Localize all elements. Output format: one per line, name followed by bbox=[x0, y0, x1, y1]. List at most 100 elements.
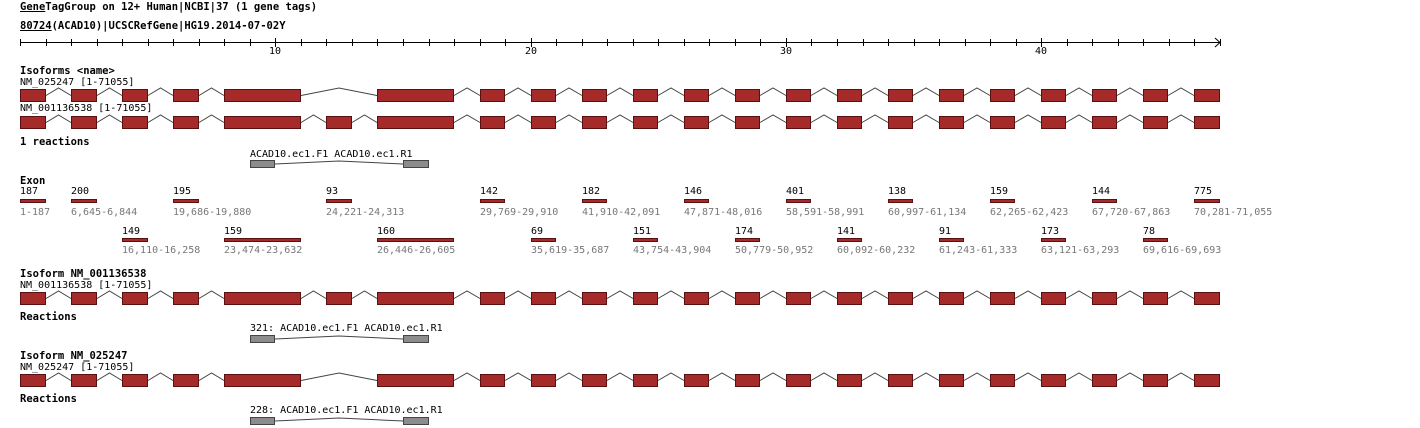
nm-025247-exon[interactable] bbox=[582, 89, 607, 102]
isoform-nm-025247-exon[interactable] bbox=[837, 374, 862, 387]
isoform-nm-001136538-exon[interactable] bbox=[1092, 292, 1117, 305]
isoform-nm-025247-exon[interactable] bbox=[990, 374, 1015, 387]
isoform-nm-025247-exon[interactable] bbox=[633, 374, 658, 387]
nm-001136538-exon[interactable] bbox=[633, 116, 658, 129]
exon-legend-bar[interactable] bbox=[480, 199, 505, 203]
nm-001136538-exon[interactable] bbox=[71, 116, 97, 129]
nm-001136538-exon[interactable] bbox=[1143, 116, 1168, 129]
exon-legend-bar[interactable] bbox=[71, 199, 97, 203]
exon-legend-bar[interactable] bbox=[122, 238, 148, 242]
nm-001136538-exon[interactable] bbox=[582, 116, 607, 129]
nm-025247-exon[interactable] bbox=[735, 89, 760, 102]
isoform-nm-025247-exon[interactable] bbox=[377, 374, 454, 387]
isoform-nm-001136538-exon[interactable] bbox=[735, 292, 760, 305]
nm-025247-exon[interactable] bbox=[1092, 89, 1117, 102]
nm-025247-exon[interactable] bbox=[173, 89, 199, 102]
isoform-nm-001136538-exon[interactable] bbox=[1194, 292, 1220, 305]
nm-025247-exon[interactable] bbox=[1194, 89, 1220, 102]
nm-001136538-exon[interactable] bbox=[939, 116, 964, 129]
nm-001136538-exon[interactable] bbox=[1092, 116, 1117, 129]
nm-025247-exon[interactable] bbox=[888, 89, 913, 102]
isoform-nm-025247-exon[interactable] bbox=[531, 374, 556, 387]
exon-legend-bar[interactable] bbox=[173, 199, 199, 203]
nm-001136538-exon[interactable] bbox=[1194, 116, 1220, 129]
isoform-nm-001136538-exon[interactable] bbox=[1143, 292, 1168, 305]
isoform-nm-001136538-exon[interactable] bbox=[633, 292, 658, 305]
reaction-228-primer[interactable] bbox=[403, 417, 429, 425]
isoform-nm-001136538-exon[interactable] bbox=[1041, 292, 1066, 305]
isoform-nm-001136538-exon[interactable] bbox=[837, 292, 862, 305]
isoform-nm-001136538-exon[interactable] bbox=[582, 292, 607, 305]
isoform-nm-025247-exon[interactable] bbox=[1092, 374, 1117, 387]
exon-legend-bar[interactable] bbox=[990, 199, 1015, 203]
isoform-nm-025247-exon[interactable] bbox=[20, 374, 46, 387]
exon-legend-bar[interactable] bbox=[326, 199, 352, 203]
sort-toggle[interactable]: Y bbox=[279, 20, 286, 32]
exon-legend-bar[interactable] bbox=[837, 238, 862, 242]
exon-legend-bar[interactable] bbox=[684, 199, 709, 203]
exon-legend-bar[interactable] bbox=[939, 238, 964, 242]
exon-legend-bar[interactable] bbox=[20, 199, 46, 203]
reaction-321-primer[interactable] bbox=[403, 335, 429, 343]
nm-001136538-exon[interactable] bbox=[20, 116, 46, 129]
nm-025247-exon[interactable] bbox=[71, 89, 97, 102]
isoform-nm-001136538-exon[interactable] bbox=[224, 292, 301, 305]
reaction-321-primer[interactable] bbox=[250, 335, 275, 343]
exon-legend-bar[interactable] bbox=[531, 238, 556, 242]
nm-025247-exon[interactable] bbox=[377, 89, 454, 102]
nm-025247-exon[interactable] bbox=[990, 89, 1015, 102]
isoform-nm-025247-exon[interactable] bbox=[173, 374, 199, 387]
exon-legend-bar[interactable] bbox=[582, 199, 607, 203]
exon-legend-bar[interactable] bbox=[1041, 238, 1066, 242]
isoform-nm-025247-exon[interactable] bbox=[939, 374, 964, 387]
isoform-nm-001136538-exon[interactable] bbox=[786, 292, 811, 305]
isoform-nm-001136538-exon[interactable] bbox=[377, 292, 454, 305]
isoform-nm-001136538-exon[interactable] bbox=[71, 292, 97, 305]
nm-025247-exon[interactable] bbox=[224, 89, 301, 102]
isoform-nm-025247-exon[interactable] bbox=[1041, 374, 1066, 387]
nm-001136538-exon[interactable] bbox=[173, 116, 199, 129]
nm-025247-exon[interactable] bbox=[837, 89, 862, 102]
isoform-nm-025247-exon[interactable] bbox=[1194, 374, 1220, 387]
reaction-top-primer[interactable] bbox=[403, 160, 429, 168]
exon-legend-bar[interactable] bbox=[633, 238, 658, 242]
nm-001136538-exon[interactable] bbox=[377, 116, 454, 129]
nm-025247-exon[interactable] bbox=[786, 89, 811, 102]
nm-001136538-exon[interactable] bbox=[1041, 116, 1066, 129]
isoform-nm-001136538-exon[interactable] bbox=[480, 292, 505, 305]
exon-legend-bar[interactable] bbox=[888, 199, 913, 203]
isoform-nm-025247-exon[interactable] bbox=[480, 374, 505, 387]
exon-legend-bar[interactable] bbox=[377, 238, 454, 242]
isoform-nm-025247-exon[interactable] bbox=[684, 374, 709, 387]
isoform-nm-001136538-exon[interactable] bbox=[939, 292, 964, 305]
isoform-nm-025247-exon[interactable] bbox=[122, 374, 148, 387]
nm-001136538-exon[interactable] bbox=[990, 116, 1015, 129]
nm-001136538-exon[interactable] bbox=[888, 116, 913, 129]
isoform-nm-001136538-exon[interactable] bbox=[20, 292, 46, 305]
nm-001136538-exon[interactable] bbox=[735, 116, 760, 129]
nm-025247-exon[interactable] bbox=[122, 89, 148, 102]
nm-001136538-exon[interactable] bbox=[786, 116, 811, 129]
nm-025247-exon[interactable] bbox=[531, 89, 556, 102]
exon-legend-bar[interactable] bbox=[1143, 238, 1168, 242]
nm-001136538-exon[interactable] bbox=[224, 116, 301, 129]
isoform-nm-001136538-exon[interactable] bbox=[122, 292, 148, 305]
reaction-228-primer[interactable] bbox=[250, 417, 275, 425]
nm-001136538-exon[interactable] bbox=[326, 116, 352, 129]
nm-001136538-exon[interactable] bbox=[837, 116, 862, 129]
isoform-nm-001136538-exon[interactable] bbox=[326, 292, 352, 305]
isoform-nm-025247-exon[interactable] bbox=[888, 374, 913, 387]
exon-legend-bar[interactable] bbox=[224, 238, 301, 242]
nm-001136538-exon[interactable] bbox=[480, 116, 505, 129]
isoform-nm-001136538-exon[interactable] bbox=[684, 292, 709, 305]
nm-025247-exon[interactable] bbox=[480, 89, 505, 102]
isoform-nm-025247-exon[interactable] bbox=[786, 374, 811, 387]
nm-025247-exon[interactable] bbox=[939, 89, 964, 102]
nm-001136538-exon[interactable] bbox=[122, 116, 148, 129]
isoform-nm-001136538-exon[interactable] bbox=[990, 292, 1015, 305]
isoform-nm-001136538-exon[interactable] bbox=[888, 292, 913, 305]
exon-legend-bar[interactable] bbox=[786, 199, 811, 203]
exon-legend-bar[interactable] bbox=[735, 238, 760, 242]
nm-025247-exon[interactable] bbox=[1041, 89, 1066, 102]
nm-001136538-exon[interactable] bbox=[531, 116, 556, 129]
